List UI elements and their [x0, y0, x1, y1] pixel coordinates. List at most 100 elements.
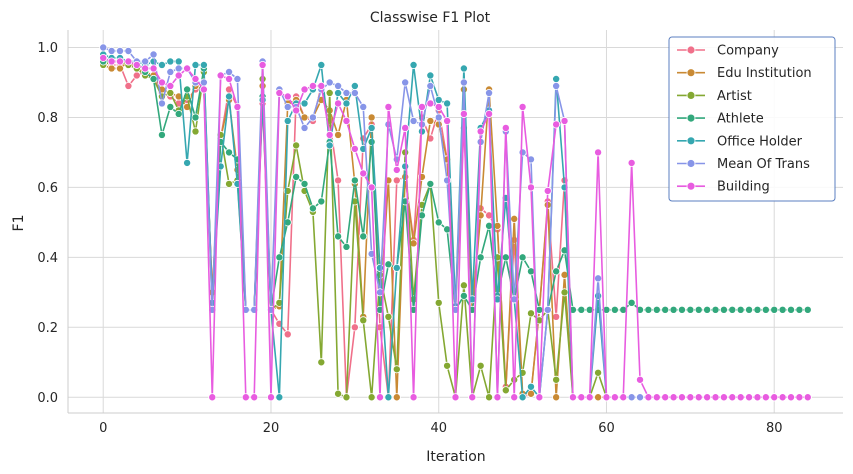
- data-point: [334, 176, 343, 185]
- data-point: [174, 64, 183, 73]
- data-point: [283, 330, 292, 339]
- data-point: [787, 305, 796, 314]
- data-point: [594, 148, 603, 157]
- legend-marker: [686, 91, 696, 100]
- data-point: [317, 197, 326, 206]
- data-point: [300, 99, 309, 108]
- data-point: [107, 46, 116, 55]
- data-point: [787, 393, 796, 402]
- data-point: [183, 64, 192, 73]
- data-point: [736, 393, 745, 402]
- data-point: [350, 323, 359, 332]
- data-point: [384, 260, 393, 269]
- data-point: [426, 81, 435, 90]
- data-point: [602, 393, 611, 402]
- data-point: [417, 102, 426, 111]
- data-point: [761, 305, 770, 314]
- data-point: [342, 393, 351, 402]
- data-point: [518, 148, 527, 157]
- chart-title: Classwise F1 Plot: [370, 10, 491, 26]
- data-point: [149, 64, 158, 73]
- data-point: [308, 113, 317, 122]
- data-point: [459, 281, 468, 290]
- data-point: [745, 393, 754, 402]
- data-point: [325, 130, 334, 139]
- series-layer: [99, 43, 812, 402]
- data-point: [434, 218, 443, 227]
- y-axis-label: F1: [11, 215, 27, 232]
- data-point: [652, 393, 661, 402]
- data-point: [275, 88, 284, 97]
- legend-marker: [686, 181, 696, 191]
- data-point: [552, 74, 561, 83]
- data-point: [594, 393, 603, 402]
- legend-label: Athlete: [717, 112, 764, 127]
- data-point: [661, 305, 670, 314]
- data-point: [342, 116, 351, 125]
- legend-entry: Artist: [677, 89, 752, 104]
- data-point: [132, 71, 141, 80]
- y-tick-label: 0.8: [37, 111, 58, 126]
- data-point: [594, 274, 603, 283]
- data-point: [451, 393, 460, 402]
- data-point: [443, 99, 452, 108]
- data-point: [300, 123, 309, 132]
- data-point: [124, 81, 133, 90]
- data-point: [149, 50, 158, 59]
- data-point: [795, 393, 804, 402]
- data-point: [636, 393, 645, 402]
- data-point: [526, 382, 535, 391]
- data-point: [334, 389, 343, 398]
- data-point: [694, 305, 703, 314]
- data-point: [711, 305, 720, 314]
- data-point: [552, 312, 561, 321]
- data-point: [803, 305, 812, 314]
- data-point: [543, 305, 552, 314]
- data-point: [518, 253, 527, 262]
- x-tick-labels: 0 20 40 60 80: [99, 421, 782, 436]
- data-point: [183, 158, 192, 167]
- data-point: [627, 298, 636, 307]
- data-point: [99, 43, 108, 52]
- data-point: [644, 393, 653, 402]
- data-point: [510, 393, 519, 402]
- x-tick-label: 60: [598, 421, 615, 436]
- data-point: [552, 81, 561, 90]
- data-point: [250, 393, 259, 402]
- data-point: [627, 158, 636, 167]
- data-point: [325, 78, 334, 87]
- legend-label: Edu Institution: [717, 66, 812, 81]
- data-point: [552, 120, 561, 129]
- data-point: [392, 176, 401, 185]
- data-point: [409, 60, 418, 69]
- data-point: [275, 253, 284, 262]
- data-point: [191, 60, 200, 69]
- legend-label: Office Holder: [717, 134, 803, 149]
- data-point: [225, 67, 234, 76]
- legend-frame: [668, 36, 836, 202]
- data-point: [350, 88, 359, 97]
- data-point: [166, 67, 175, 76]
- y-tick-label: 1.0: [37, 41, 58, 56]
- data-point: [610, 393, 619, 402]
- data-point: [736, 305, 745, 314]
- data-point: [166, 88, 175, 97]
- data-point: [459, 109, 468, 118]
- data-point: [619, 393, 628, 402]
- data-point: [141, 64, 150, 73]
- x-axis-label: Iteration: [426, 449, 485, 465]
- data-point: [560, 288, 569, 297]
- data-point: [107, 57, 116, 66]
- data-point: [401, 78, 410, 87]
- data-point: [703, 305, 712, 314]
- data-point: [157, 130, 166, 139]
- data-point: [703, 393, 712, 402]
- data-point: [116, 46, 125, 55]
- x-tick-label: 40: [430, 421, 447, 436]
- legend-label: Building: [717, 180, 770, 195]
- data-point: [501, 123, 510, 132]
- data-point: [392, 393, 401, 402]
- data-point: [711, 393, 720, 402]
- data-point: [325, 88, 334, 97]
- data-point: [543, 186, 552, 195]
